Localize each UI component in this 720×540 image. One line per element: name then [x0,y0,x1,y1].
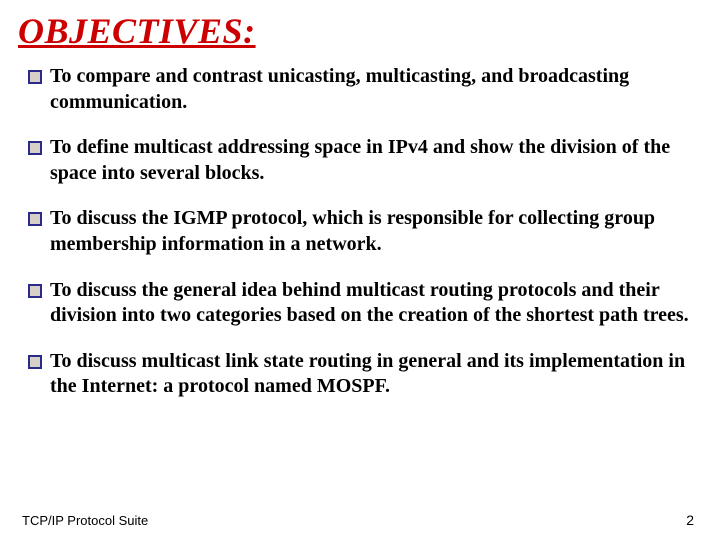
square-bullet-icon [28,141,42,155]
list-item-text: To define multicast addressing space in … [50,135,692,186]
objectives-list: To compare and contrast unicasting, mult… [0,58,720,400]
list-item-text: To discuss multicast link state routing … [50,349,692,400]
list-item: To discuss the IGMP protocol, which is r… [28,206,692,257]
square-bullet-icon [28,212,42,226]
list-item-text: To compare and contrast unicasting, mult… [50,64,692,115]
list-item: To discuss the general idea behind multi… [28,278,692,329]
footer-text: TCP/IP Protocol Suite [22,513,148,528]
page-number: 2 [686,512,694,528]
list-item: To define multicast addressing space in … [28,135,692,186]
page-title: OBJECTIVES: [0,0,720,58]
list-item-text: To discuss the IGMP protocol, which is r… [50,206,692,257]
list-item: To compare and contrast unicasting, mult… [28,64,692,115]
square-bullet-icon [28,355,42,369]
list-item: To discuss multicast link state routing … [28,349,692,400]
square-bullet-icon [28,284,42,298]
square-bullet-icon [28,70,42,84]
list-item-text: To discuss the general idea behind multi… [50,278,692,329]
